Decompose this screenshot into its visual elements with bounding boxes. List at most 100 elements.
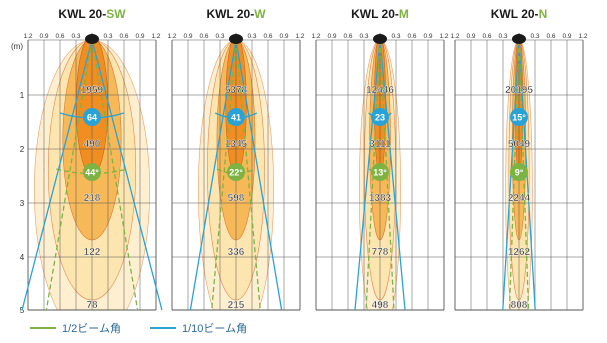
- width-tick-label: 0.3: [498, 33, 507, 40]
- width-tick-label: 0.3: [71, 33, 80, 40]
- lux-value: 5049: [508, 139, 531, 150]
- legend-half-beam-label: 1/2ビーム角: [62, 323, 121, 335]
- half-angle-label: 22°: [229, 168, 243, 178]
- grid: [27, 39, 157, 311]
- width-tick-label: 0.3: [103, 33, 112, 40]
- half-angle-badge: [83, 163, 101, 181]
- lux-value: 1383: [369, 193, 392, 204]
- panel-title-prefix: KWL 20-: [491, 7, 539, 21]
- panel-title: KWL 20-N: [491, 7, 547, 21]
- half-beam-line-right: [518, 39, 530, 311]
- beam-panel-m: KWL 20-M1.20.90.60.300.30.60.91.21244631…: [311, 7, 448, 311]
- half-beam-line-right: [379, 39, 395, 311]
- tenth-angle-label: 23: [375, 113, 385, 123]
- beam-panel-n: KWL 20-N1.20.90.60.300.30.60.91.22019550…: [450, 7, 587, 311]
- tenth-angle-label: 41: [231, 113, 241, 123]
- lux-value: 78: [86, 300, 98, 311]
- lux-value: 1262: [508, 247, 531, 258]
- legend-tenth-beam: 1/10ビーム角: [150, 318, 247, 338]
- width-tick-label: 0.6: [407, 33, 416, 40]
- width-tick-label: 0.9: [135, 33, 144, 40]
- legend-half-beam-line: [30, 327, 56, 329]
- lux-value: 3111: [369, 139, 391, 150]
- width-tick-label: 1.2: [439, 33, 448, 40]
- legend-tenth-beam-line: [150, 327, 176, 329]
- lux-value: 498: [372, 300, 389, 311]
- panel-title-suffix: SW: [106, 7, 126, 21]
- width-tick-label: 0.3: [359, 33, 368, 40]
- width-tick-label: 0.6: [55, 33, 64, 40]
- width-tick-label: 1.2: [23, 33, 32, 40]
- depth-tick-label: 2: [20, 145, 25, 154]
- tenth-beam-line-left: [21, 39, 93, 311]
- lux-value: 2244: [508, 193, 531, 204]
- tenth-beam-line-right: [235, 39, 283, 311]
- half-angle-label: 9°: [515, 168, 524, 178]
- panel-title-suffix: W: [254, 7, 266, 21]
- width-tick-label: 0.9: [39, 33, 48, 40]
- lux-value: 218: [84, 193, 101, 204]
- depth-unit-label: (m): [11, 42, 23, 51]
- lux-value: 598: [228, 193, 245, 204]
- panel-title-prefix: KWL 20-: [351, 7, 399, 21]
- width-tick-label: 0.9: [183, 33, 192, 40]
- fixture-icon: [373, 34, 387, 44]
- tenth-beam-line-right: [379, 39, 406, 311]
- tenth-angle-label: 15°: [512, 113, 526, 123]
- fixture-icon: [85, 34, 99, 44]
- width-tick-label: 1.2: [311, 33, 320, 40]
- lux-value: 20195: [505, 85, 533, 96]
- tenth-angle-badge: [227, 108, 245, 126]
- lux-value: 778: [372, 247, 389, 258]
- depth-tick-label: 1: [20, 91, 25, 100]
- beam-panel-sw: KWL 20-SW1.20.90.60.300.30.60.91.2195949…: [21, 7, 163, 311]
- half-angle-badge: [510, 163, 528, 181]
- panel-title-prefix: KWL 20-: [58, 7, 106, 21]
- width-tick-label: 0.6: [263, 33, 272, 40]
- half-beam-line-left: [211, 39, 237, 311]
- half-angle-badge: [227, 163, 245, 181]
- legend-half-beam: 1/2ビーム角: [30, 318, 121, 338]
- depth-tick-label: 4: [20, 253, 25, 262]
- half-beam-line-right: [235, 39, 261, 311]
- width-tick-label: 0.3: [391, 33, 400, 40]
- width-tick-label: 1.2: [167, 33, 176, 40]
- lux-value: 215: [228, 300, 245, 311]
- lux-value: 808: [511, 300, 528, 311]
- depth-tick-label: 5: [20, 306, 25, 315]
- width-tick-label: 1.2: [578, 33, 587, 40]
- width-tick-label: 0.9: [423, 33, 432, 40]
- tenth-angle-badge: [371, 108, 389, 126]
- half-beam-line-left: [45, 39, 93, 311]
- lux-value: 12446: [366, 85, 394, 96]
- tenth-beam-line-left: [189, 39, 237, 311]
- tenth-angle-label: 64: [87, 113, 97, 123]
- width-tick-label: 0.3: [247, 33, 256, 40]
- legend-tenth-beam-label: 1/10ビーム角: [182, 323, 248, 335]
- tenth-beam-line-right: [91, 39, 163, 311]
- width-tick-label: 1.2: [151, 33, 160, 40]
- half-angle-label: 13°: [373, 168, 387, 178]
- half-angle-label: 44°: [85, 168, 99, 178]
- panel-title-suffix: N: [539, 7, 548, 21]
- width-tick-label: 0.6: [482, 33, 491, 40]
- width-tick-label: 0.9: [466, 33, 475, 40]
- width-tick-label: 1.2: [295, 33, 304, 40]
- width-tick-label: 0.6: [119, 33, 128, 40]
- panel-title: KWL 20-W: [206, 7, 266, 21]
- panel-title: KWL 20-M: [351, 7, 409, 21]
- width-tick-label: 0.6: [199, 33, 208, 40]
- tenth-angle-badge: [510, 108, 528, 126]
- fixture-icon: [512, 34, 526, 44]
- depth-tick-label: 3: [20, 199, 25, 208]
- lux-value: 122: [84, 247, 101, 258]
- lux-value: 336: [228, 247, 245, 258]
- lux-value: 5378: [225, 85, 248, 96]
- grid: [454, 39, 584, 311]
- width-tick-label: 0.9: [562, 33, 571, 40]
- tenth-beam-line-left: [354, 39, 381, 311]
- width-tick-label: 0.6: [343, 33, 352, 40]
- half-beam-line-left: [508, 39, 520, 311]
- half-angle-badge: [371, 163, 389, 181]
